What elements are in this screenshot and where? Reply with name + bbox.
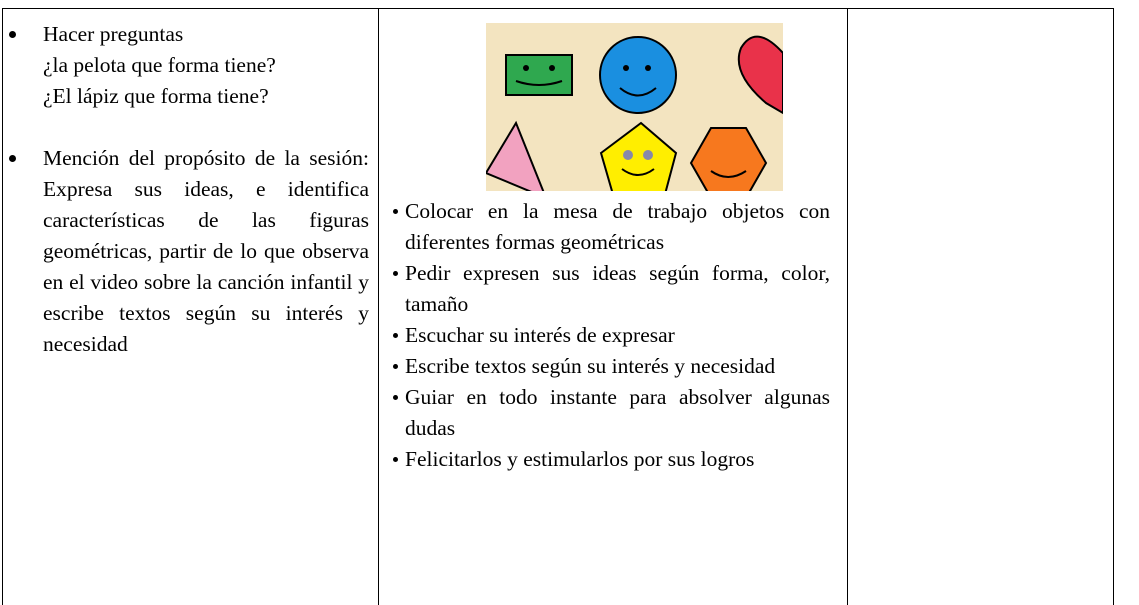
list-item: Hacer preguntas ¿la pelota que forma tien… — [3, 19, 369, 112]
line: ¿la pelota que forma tiene? — [43, 53, 276, 77]
middle-list: Colocar en la mesa de trabajo objetos co… — [379, 196, 830, 475]
table-cell: Hacer preguntas ¿la pelota que forma tien… — [2, 8, 379, 605]
list-item: Escuchar su interés de expresar — [379, 320, 830, 351]
table-cell — [847, 8, 1114, 605]
list-item: Escribe textos según su interés y necesi… — [379, 351, 830, 382]
list-item: Felicitarlos y estimularlos por sus logr… — [379, 444, 830, 475]
line: ¿El lápiz que forma tiene? — [43, 84, 269, 108]
list-item: Colocar en la mesa de trabajo objetos co… — [379, 196, 830, 258]
left-list: Hacer preguntas ¿la pelota que forma tien… — [3, 19, 369, 360]
list-item: Guiar en todo instante para absolver alg… — [379, 382, 830, 444]
shapes-image — [486, 23, 783, 191]
line: Hacer preguntas — [43, 22, 184, 46]
list-item: Mención del propósito de la sesión: Expr… — [3, 143, 369, 360]
table-cell: Colocar en la mesa de trabajo objetos co… — [378, 8, 848, 605]
list-item: Pedir expresen sus ideas según forma, co… — [379, 258, 830, 320]
